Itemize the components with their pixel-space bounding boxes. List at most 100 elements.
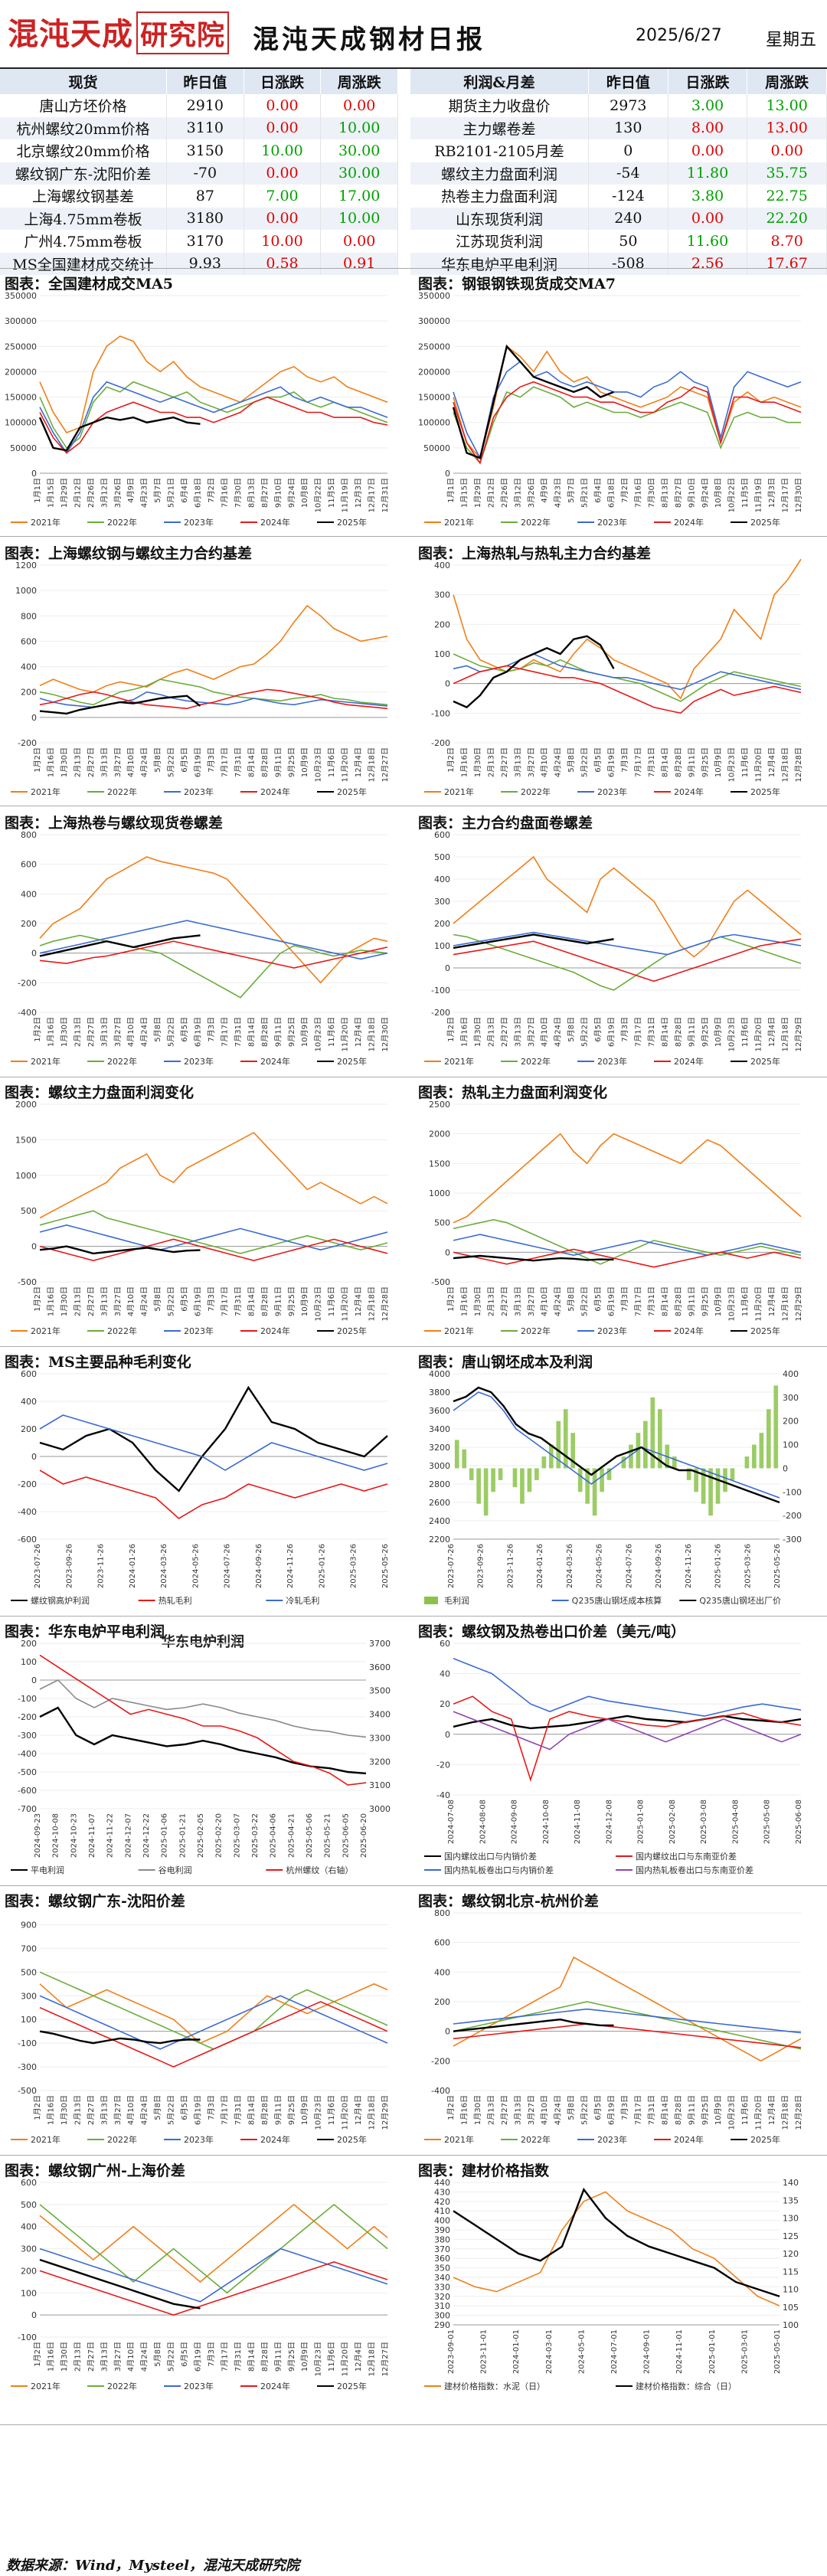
x-tick-label: 7月31日: [234, 1017, 243, 1047]
x-tick-label: 11月20日: [341, 2342, 350, 2376]
legend-label: 2023年: [597, 786, 627, 797]
series-line: [453, 2008, 802, 2034]
table-row: 杭州螺纹20mm价格 3110 0.00 10.00: [0, 116, 398, 139]
y-tick-label: 360: [434, 2254, 450, 2264]
chart-svg: -200 -100 0 100 200 300 400 1月2日 1月16日 1月30日 2月13日…: [424, 558, 803, 797]
x-tick-label: 7月31日: [647, 2095, 656, 2125]
x-tick-label: 12月18日: [368, 1017, 377, 1051]
y-tick-label: 300: [434, 897, 450, 907]
x-tick-label: 2月12日: [486, 478, 495, 508]
legend-label: 2025年: [337, 1326, 367, 1336]
profit-bar: [606, 1468, 612, 1480]
x-tick-label: 1月16日: [46, 747, 55, 777]
y-tick-label: 250000: [418, 342, 450, 351]
x-tick-label: 2月27日: [87, 747, 96, 777]
legend-label: 2024年: [260, 1056, 290, 1067]
y-tick-label: 0: [31, 1452, 37, 1462]
x-tick-label: 7月3日: [620, 747, 629, 773]
x-tick-label: 7月3日: [207, 747, 216, 773]
series-line: [453, 635, 615, 709]
x-tick-label: 7月3日: [620, 1286, 629, 1312]
legend-label: 2022年: [107, 1056, 137, 1067]
y-tick-label: 1500: [429, 1159, 450, 1169]
x-tick-label: 4月10日: [126, 747, 136, 777]
x-tick-label: 5月8日: [153, 1017, 162, 1042]
x-tick-label: 7月17日: [220, 747, 229, 777]
table-cell-week: 17.67: [747, 252, 827, 275]
series-line: [39, 2258, 201, 2310]
series-line: [453, 1695, 802, 1782]
x-tick-label: 2024-10-08: [542, 1800, 551, 1844]
table-cell-value: -70: [166, 162, 244, 185]
x-tick-label: 8月28日: [674, 747, 683, 777]
legend-label: 国内螺纹出口与东南亚价差: [636, 1851, 737, 1862]
x-tick-label: 2024-05-26: [596, 1544, 604, 1588]
x-tick-label: 2025-02-20: [215, 1813, 224, 1858]
chart-title: 图表：唐山钢坯成本及利润: [418, 1354, 593, 1371]
y-tick-label: 0: [31, 713, 37, 723]
x-tick-label: 6月19日: [194, 1017, 203, 1047]
x-tick-label: 8月28日: [674, 2095, 683, 2125]
chart-panel: 图表：螺纹钢广东-沈阳价差 -500 -300 -100 100 300 500 700 900…: [0, 1887, 398, 2147]
x-tick-label: 9月25日: [287, 1017, 296, 1047]
series-line: [39, 381, 388, 449]
x-tick-label: 2024-10-23: [70, 1813, 78, 1858]
y-tick-label: -400: [431, 2086, 450, 2096]
x-tick-label: 2月13日: [486, 2095, 495, 2125]
y-tick-label: 3800: [429, 1388, 450, 1398]
y-tick-label: 200: [21, 1424, 37, 1434]
table-cell-week: 22.75: [747, 185, 827, 208]
legend-label: 2025年: [337, 2134, 367, 2145]
y2-tick-label: 115: [783, 2267, 799, 2277]
y-tick-label: 200: [21, 2266, 37, 2276]
x-tick-label: 3月27日: [527, 1286, 536, 1316]
y-tick-label: 2000: [15, 1100, 37, 1110]
chart-title: 图表：螺纹钢广东-沈阳价差: [5, 1893, 185, 1910]
x-tick-label: 6月5日: [180, 747, 189, 773]
table-cell-week: 0.91: [320, 252, 398, 275]
y-tick-label: 300000: [5, 316, 37, 326]
y2-tick-label: 105: [783, 2303, 799, 2313]
x-tick-label: 2024-10-08: [52, 1813, 60, 1858]
x-tick-label: 12月4日: [767, 2095, 776, 2125]
y-tick-label: 340: [434, 2273, 450, 2283]
y-tick-label: -40: [436, 1790, 450, 1800]
profit-bar: [469, 1468, 474, 1480]
y-tick-label: 2800: [429, 1479, 450, 1489]
x-tick-label: 6月5日: [180, 2095, 189, 2120]
y-tick-label: 500: [21, 1206, 37, 1216]
x-tick-label: 2025-05-21: [324, 1813, 332, 1858]
y2-tick-label: 3500: [369, 1686, 391, 1696]
legend-label: 2024年: [674, 1326, 704, 1336]
chart-svg: -500 0 500 1000 1500 2000 1月2日 1月16日 1月30日 2月13日 2…: [11, 1100, 390, 1336]
x-tick-label: 12月29日: [794, 1017, 803, 1051]
legend-label: Q235唐山钢坯出厂价: [699, 1595, 781, 1606]
x-tick-label: 11月20日: [341, 1017, 350, 1051]
x-tick-label: 6月5日: [593, 2095, 603, 2120]
table-cell-day: 11.80: [668, 162, 748, 185]
x-tick-label: 12月4日: [354, 1286, 363, 1316]
x-tick-label: 1月29日: [60, 478, 69, 508]
profit-bar: [577, 1468, 583, 1492]
x-tick-label: 2024-11-26: [685, 1544, 693, 1588]
y2-tick-label: -200: [783, 1511, 802, 1521]
x-tick-label: 10月9日: [300, 1286, 309, 1316]
x-tick-label: 1月1日: [33, 478, 42, 503]
y-tick-label: 1200: [15, 561, 37, 570]
x-tick-label: 8月28日: [674, 1017, 683, 1047]
x-tick-label: 10月23日: [727, 747, 737, 782]
x-tick-label: 8月28日: [674, 1286, 683, 1316]
series-line: [453, 2023, 802, 2048]
y-tick-label: 350000: [418, 291, 450, 301]
legend-label: 2022年: [521, 517, 551, 528]
table-row: 上海螺纹钢基差 87 7.00 17.00: [0, 185, 398, 208]
legend-label: 热轧毛利: [159, 1595, 192, 1606]
y2-tick-label: 0: [783, 1463, 788, 1473]
legend-label: 2023年: [184, 1326, 214, 1336]
series-line: [39, 1983, 388, 2045]
x-tick-label: 3月13日: [100, 1017, 109, 1047]
series-line: [39, 2203, 388, 2283]
profit-bar: [585, 1468, 590, 1504]
series-line: [39, 2261, 388, 2316]
series-line: [453, 1133, 802, 1224]
